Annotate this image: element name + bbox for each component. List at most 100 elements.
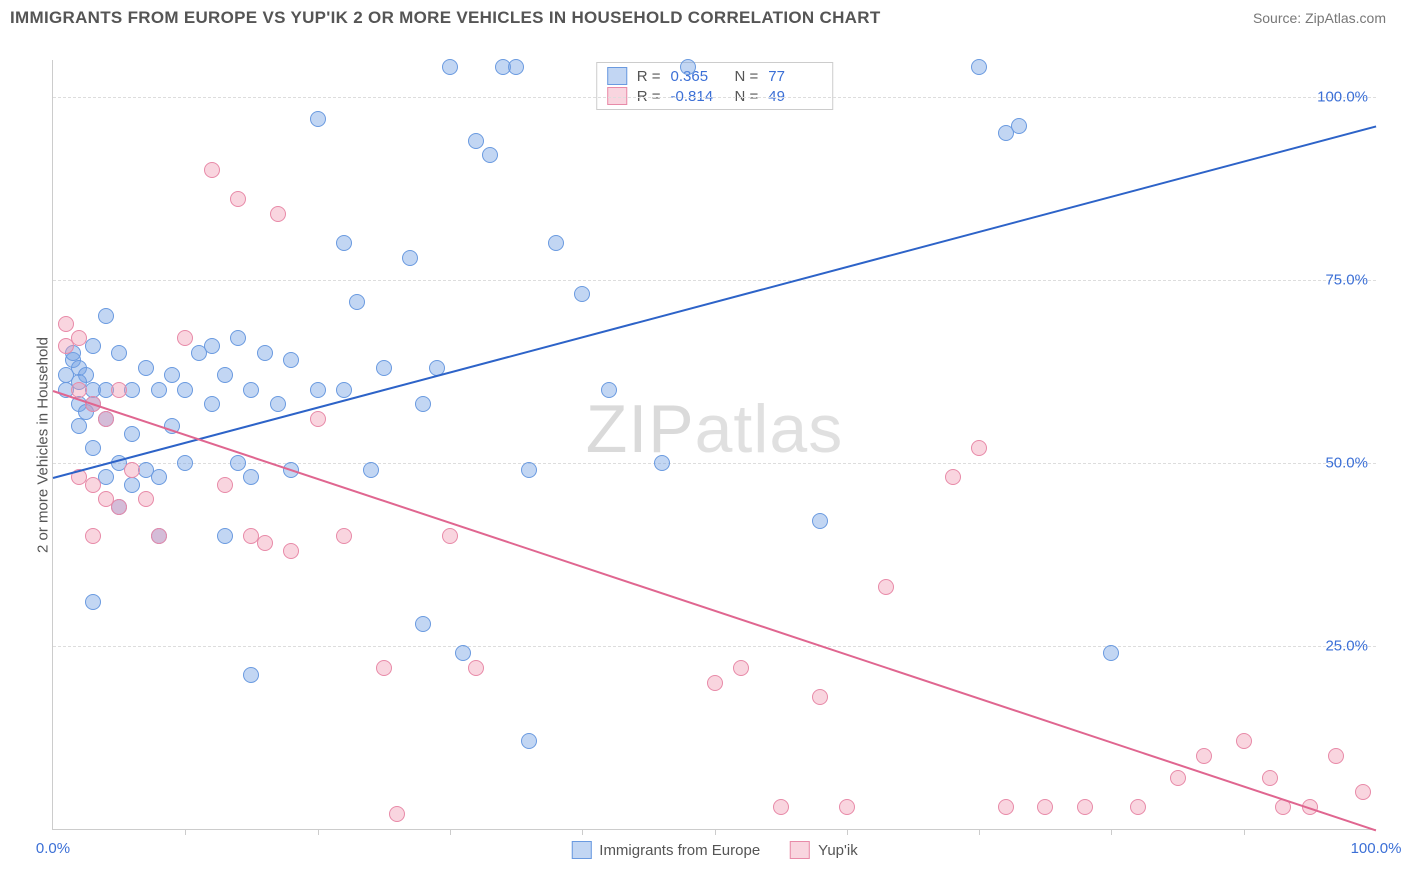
data-point: [1196, 748, 1212, 764]
gridline: [53, 97, 1376, 98]
y-tick-label: 25.0%: [1325, 637, 1368, 654]
data-point: [773, 799, 789, 815]
source-label: Source:: [1253, 10, 1305, 26]
data-point: [574, 286, 590, 302]
data-point: [442, 528, 458, 544]
data-point: [151, 469, 167, 485]
legend-series-label: Yup'ik: [818, 842, 858, 859]
data-point: [1037, 799, 1053, 815]
data-point: [138, 360, 154, 376]
data-point: [124, 426, 140, 442]
y-axis-label: 2 or more Vehicles in Household: [35, 337, 52, 553]
chart-container: 2 or more Vehicles in Household ZIPatlas…: [10, 40, 1396, 882]
data-point: [601, 382, 617, 398]
data-point: [1130, 799, 1146, 815]
data-point: [998, 799, 1014, 815]
x-tick-minor: [979, 829, 980, 835]
data-point: [310, 411, 326, 427]
trend-line: [53, 126, 1377, 479]
data-point: [257, 345, 273, 361]
data-point: [548, 235, 564, 251]
data-point: [138, 491, 154, 507]
legend-item: Immigrants from Europe: [571, 841, 760, 859]
legend-stat-row: R = 0.365 N = 77: [607, 67, 823, 85]
gridline: [53, 646, 1376, 647]
watermark: ZIPatlas: [586, 390, 843, 468]
data-point: [111, 499, 127, 515]
data-point: [415, 616, 431, 632]
x-tick-label: 100.0%: [1351, 840, 1402, 857]
gridline: [53, 280, 1376, 281]
x-tick-minor: [582, 829, 583, 835]
y-tick-label: 75.0%: [1325, 271, 1368, 288]
r-label: R =: [637, 68, 661, 85]
data-point: [521, 462, 537, 478]
legend-swatch-icon: [571, 841, 591, 859]
n-value: 77: [768, 68, 822, 85]
plot-area: 2 or more Vehicles in Household ZIPatlas…: [52, 60, 1376, 830]
data-point: [1077, 799, 1093, 815]
data-point: [164, 367, 180, 383]
data-point: [230, 191, 246, 207]
data-point: [217, 477, 233, 493]
source-name: ZipAtlas.com: [1305, 10, 1386, 26]
chart-title: IMMIGRANTS FROM EUROPE VS YUP'IK 2 OR MO…: [10, 8, 881, 28]
data-point: [283, 543, 299, 559]
data-point: [243, 667, 259, 683]
data-point: [1170, 770, 1186, 786]
data-point: [310, 111, 326, 127]
n-label: N =: [735, 68, 759, 85]
data-point: [85, 440, 101, 456]
data-point: [1355, 784, 1371, 800]
data-point: [151, 382, 167, 398]
data-point: [376, 360, 392, 376]
data-point: [1262, 770, 1278, 786]
data-point: [230, 330, 246, 346]
data-point: [257, 535, 273, 551]
data-point: [1236, 733, 1252, 749]
data-point: [85, 528, 101, 544]
correlation-legend: R = 0.365N = 77R = -0.814N = 49: [596, 62, 834, 110]
data-point: [230, 455, 246, 471]
data-point: [270, 396, 286, 412]
data-point: [680, 59, 696, 75]
y-tick-label: 100.0%: [1317, 88, 1368, 105]
data-point: [151, 528, 167, 544]
data-point: [482, 147, 498, 163]
data-point: [733, 660, 749, 676]
data-point: [177, 382, 193, 398]
x-tick-minor: [185, 829, 186, 835]
gridline: [53, 463, 1376, 464]
data-point: [508, 59, 524, 75]
data-point: [402, 250, 418, 266]
trend-line: [53, 390, 1377, 831]
r-value: 0.365: [671, 68, 725, 85]
data-point: [85, 594, 101, 610]
watermark-bold: ZIP: [586, 391, 695, 467]
x-tick-label: 0.0%: [36, 840, 70, 857]
data-point: [521, 733, 537, 749]
x-tick-minor: [1244, 829, 1245, 835]
data-point: [349, 294, 365, 310]
data-point: [177, 455, 193, 471]
x-tick-minor: [847, 829, 848, 835]
data-point: [217, 528, 233, 544]
data-point: [363, 462, 379, 478]
x-tick-minor: [450, 829, 451, 835]
data-point: [376, 660, 392, 676]
data-point: [468, 133, 484, 149]
data-point: [310, 382, 326, 398]
data-point: [98, 308, 114, 324]
data-point: [1103, 645, 1119, 661]
data-point: [58, 316, 74, 332]
legend-item: Yup'ik: [790, 841, 858, 859]
x-tick-minor: [715, 829, 716, 835]
data-point: [111, 382, 127, 398]
data-point: [654, 455, 670, 471]
source-attribution: Source: ZipAtlas.com: [1253, 10, 1386, 26]
data-point: [707, 675, 723, 691]
data-point: [971, 59, 987, 75]
legend-series-label: Immigrants from Europe: [599, 842, 760, 859]
data-point: [336, 528, 352, 544]
data-point: [1011, 118, 1027, 134]
